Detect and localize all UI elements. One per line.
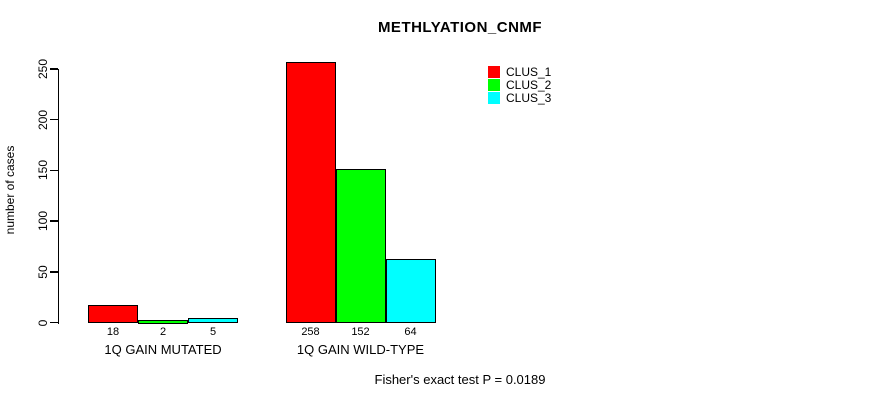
legend-swatch-clus-3 — [488, 91, 500, 104]
legend-swatch-clus-2 — [488, 79, 500, 92]
bar-value-label: 64 — [404, 326, 417, 338]
bar-clus-2-1q-gain-wild-type — [335, 169, 386, 324]
bar-value-label: 18 — [106, 326, 120, 338]
y-tick-label: 250 — [35, 58, 50, 79]
legend-item-clus-1: CLUS_1 — [488, 66, 551, 79]
y-tick-mark — [49, 321, 58, 324]
legend-item-clus-3: CLUS_3 — [488, 91, 551, 104]
y-tick-mark — [49, 68, 58, 70]
y-tick-mark — [49, 118, 58, 121]
y-tick-label: 50 — [35, 265, 50, 279]
y-axis-line — [57, 68, 59, 324]
y-tick-label: 100 — [35, 210, 50, 232]
legend-label: CLUS_1 — [506, 65, 552, 80]
legend-swatch-clus-1 — [488, 66, 500, 79]
legend-label: CLUS_3 — [506, 90, 552, 105]
bar-clus-1-1q-gain-wild-type — [285, 61, 336, 324]
legend-label: CLUS_2 — [506, 78, 552, 93]
y-tick-mark — [49, 169, 58, 171]
legend: CLUS_1 CLUS_2 CLUS_3 — [488, 66, 551, 104]
category-label-1q-gain-wild-type: 1Q GAIN WILD-TYPE — [296, 342, 425, 357]
y-tick-label: 150 — [35, 160, 50, 181]
bar-value-label: 152 — [351, 326, 370, 338]
bar-value-label: 5 — [209, 326, 217, 338]
bar-clus-3-1q-gain-mutated — [188, 318, 238, 324]
fisher-test-annotation: Fisher's exact test P = 0.0189 — [374, 372, 546, 387]
y-tick-mark — [49, 220, 58, 222]
bar-clus-2-1q-gain-mutated — [138, 320, 188, 324]
category-label-1q-gain-mutated: 1Q GAIN MUTATED — [104, 342, 222, 357]
bar-value-label: 258 — [301, 326, 320, 338]
y-tick-label: 0 — [35, 319, 50, 326]
legend-item-clus-2: CLUS_2 — [488, 79, 551, 92]
chart-title: METHLYATION_CNMF — [377, 19, 543, 36]
bar-clus-1-1q-gain-mutated — [88, 305, 138, 324]
bar-clus-3-1q-gain-wild-type — [385, 258, 436, 324]
bar-value-label: 2 — [159, 326, 167, 338]
y-tick-label: 200 — [35, 109, 50, 130]
y-tick-mark — [49, 271, 58, 273]
